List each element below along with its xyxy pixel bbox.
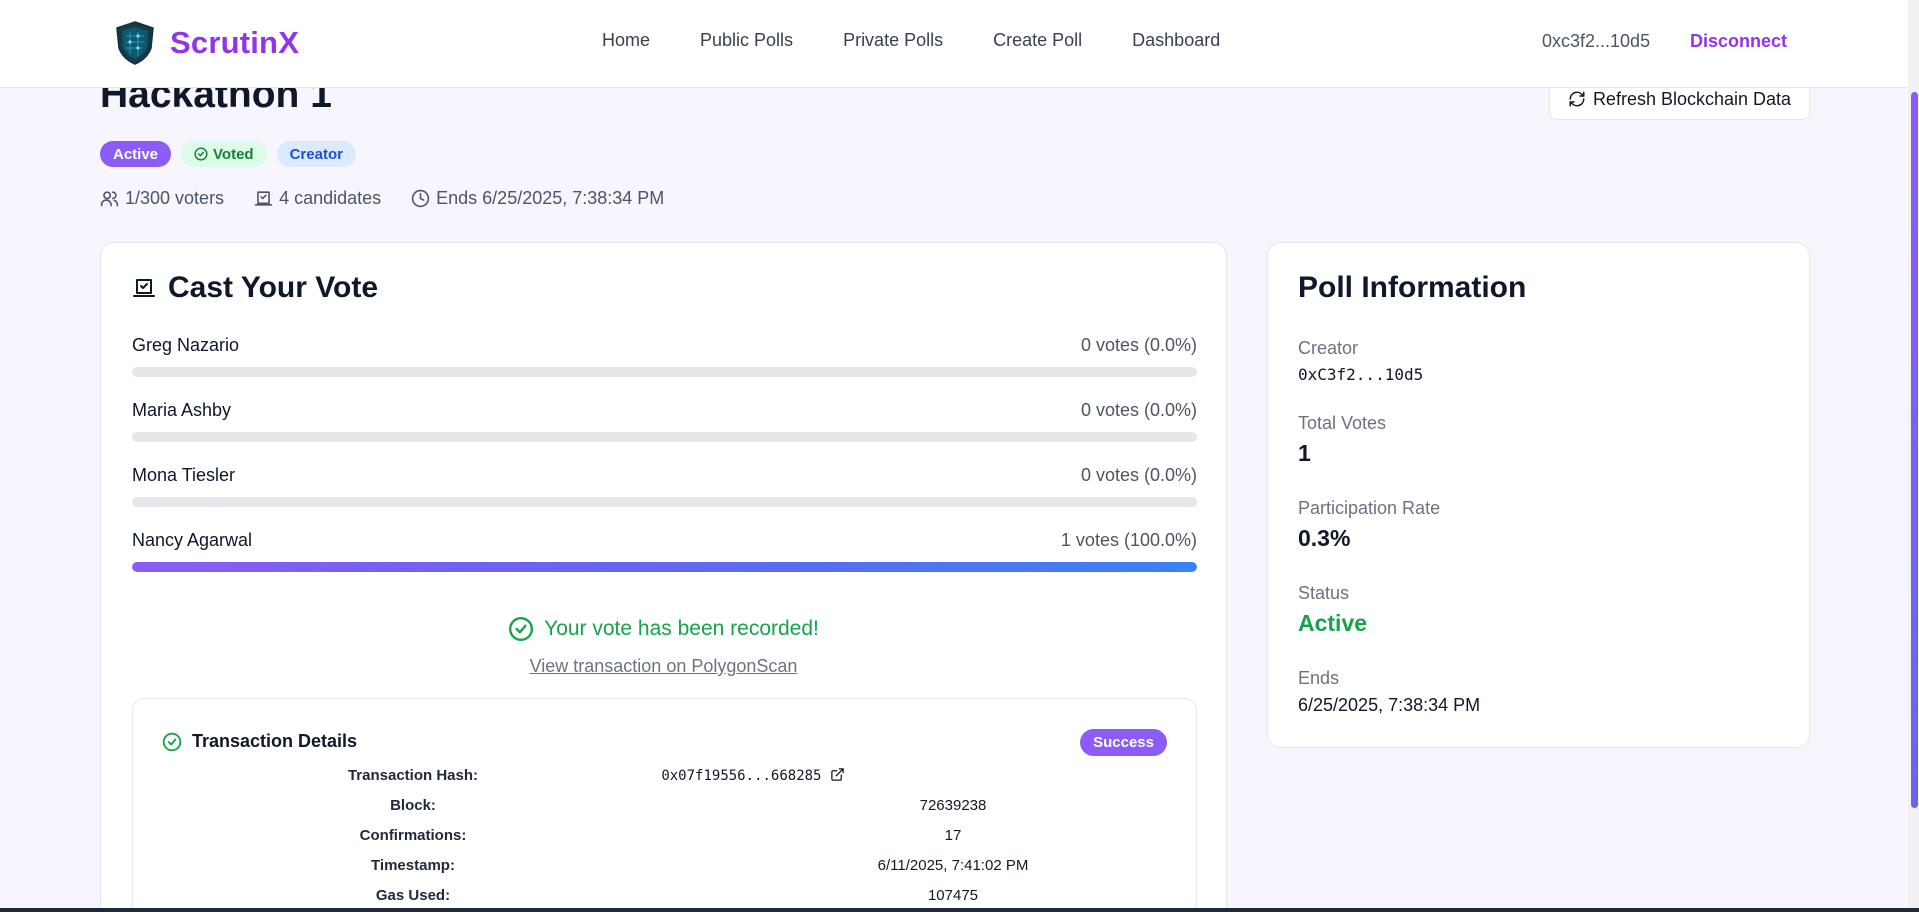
nav-home[interactable]: Home: [602, 30, 651, 50]
ballot-icon: [133, 279, 155, 297]
candidate-row: Nancy Agarwal 1 votes (100.0%): [132, 530, 1197, 572]
brand-name: ScrutinX: [170, 25, 300, 60]
users-icon: [100, 191, 119, 207]
tx-hash-text: 0x07f19556...668285: [661, 768, 822, 784]
tx-value: 6/11/2025, 7:41:02 PM: [877, 857, 1029, 874]
vote-progress-fill: [132, 562, 1197, 572]
vote-progress-bar: [132, 497, 1197, 507]
info-total-votes: Total Votes 1: [1298, 413, 1386, 467]
candidate-votes: 0 votes (0.0%): [1080, 335, 1197, 355]
nav-create-poll[interactable]: Create Poll: [993, 30, 1083, 50]
poll-meta: 1/300 voters 4 candidates Ends 6/25/2025…: [100, 188, 664, 209]
vote-progress-bar: [132, 432, 1197, 442]
meta-ends: Ends 6/25/2025, 7:38:34 PM: [411, 188, 664, 209]
status-badge-voted: Voted: [181, 141, 267, 167]
tx-label: Block:: [390, 797, 436, 814]
info-label: Ends: [1298, 668, 1340, 688]
candidate-row: Maria Ashby 0 votes (0.0%): [132, 400, 1197, 442]
tx-label: Confirmations:: [359, 827, 467, 844]
participation-value: 0.3%: [1298, 525, 1351, 551]
nav-public-polls[interactable]: Public Polls: [700, 30, 794, 50]
tx-status-badge: Success: [1080, 729, 1167, 756]
tx-row-timestamp: Timestamp: 6/11/2025, 7:41:02 PM: [133, 857, 1196, 881]
tx-value: 72639238: [919, 797, 987, 814]
tx-value: 107475: [927, 887, 979, 904]
info-label: Participation Rate: [1298, 498, 1441, 518]
voted-label: Voted: [213, 145, 254, 163]
shield-icon: [116, 21, 154, 65]
ends-value: 6/25/2025, 7:38:34 PM: [1298, 695, 1481, 715]
tx-value: 17: [944, 827, 962, 844]
refresh-icon: [1569, 91, 1585, 107]
candidate-name: Nancy Agarwal: [132, 530, 253, 550]
tx-label: Gas Used:: [375, 887, 451, 904]
candidate-row: Greg Nazario 0 votes (0.0%): [132, 335, 1197, 377]
info-status: Status Active: [1298, 583, 1367, 637]
tx-details-title: Transaction Details: [192, 731, 358, 751]
vote-progress-bar: [132, 367, 1197, 377]
tx-row-confirmations: Confirmations: 17: [133, 827, 1196, 851]
status-badge-active: Active: [100, 141, 172, 167]
vote-card-header: Cast Your Vote: [132, 271, 378, 305]
main-nav: Home Public Polls Private Polls Create P…: [602, 30, 1220, 51]
candidate-votes: 1 votes (100.0%): [1060, 530, 1197, 550]
top-navbar: ScrutinX Home Public Polls Private Polls…: [0, 0, 1908, 88]
meta-candidates: 4 candidates: [254, 188, 381, 209]
candidates-text: 4 candidates: [279, 188, 382, 208]
tx-row-hash: Transaction Hash: 0x07f19556...668285: [133, 767, 1196, 791]
check-circle-icon: [509, 616, 534, 642]
scrollbar-thumb[interactable]: [1911, 92, 1918, 808]
polygonscan-link[interactable]: View transaction on PolygonScan: [529, 656, 798, 676]
vote-recorded-message: Your vote has been recorded!: [101, 616, 1226, 642]
recorded-text: Your vote has been recorded!: [544, 617, 819, 640]
info-label: Total Votes: [1298, 413, 1387, 433]
info-card-title: Poll Information: [1298, 271, 1527, 304]
info-label: Creator: [1298, 338, 1359, 358]
clock-icon: [411, 189, 430, 208]
nav-private-polls[interactable]: Private Polls: [843, 30, 944, 50]
ends-text: Ends 6/25/2025, 7:38:34 PM: [436, 188, 665, 208]
tx-row-gas: Gas Used: 107475: [133, 887, 1196, 911]
poll-information-card: Poll Information Creator 0xC3f2...10d5 T…: [1267, 242, 1810, 748]
disconnect-button[interactable]: Disconnect: [1690, 31, 1788, 51]
candidate-name: Maria Ashby: [132, 400, 232, 420]
info-label: Status: [1298, 583, 1350, 603]
nav-dashboard[interactable]: Dashboard: [1132, 30, 1221, 50]
refresh-label: Refresh Blockchain Data: [1592, 88, 1792, 109]
info-ends: Ends 6/25/2025, 7:38:34 PM: [1298, 668, 1480, 716]
total-votes-value: 1: [1298, 440, 1311, 466]
info-creator: Creator 0xC3f2...10d5: [1298, 338, 1423, 384]
check-circle-icon: [194, 147, 208, 161]
candidate-votes: 0 votes (0.0%): [1080, 400, 1197, 420]
info-participation: Participation Rate 0.3%: [1298, 498, 1440, 552]
check-circle-icon: [162, 732, 182, 751]
candidate-votes: 0 votes (0.0%): [1080, 465, 1197, 485]
tx-label: Transaction Hash:: [347, 767, 479, 784]
candidate-name: Mona Tiesler: [132, 465, 236, 485]
status-badge-creator: Creator: [276, 141, 356, 167]
tx-hash-value: 0x07f19556...668285: [633, 767, 873, 784]
tx-label: Timestamp:: [371, 857, 455, 874]
meta-voters: 1/300 voters: [100, 188, 224, 209]
creator-address: 0xC3f2...10d5: [1298, 365, 1424, 384]
brand-logo[interactable]: ScrutinX: [104, 14, 310, 72]
ballot-icon: [254, 191, 273, 206]
cast-vote-card: Cast Your Vote Greg Nazario 0 votes (0.0…: [100, 242, 1227, 912]
candidate-row: Mona Tiesler 0 votes (0.0%): [132, 465, 1197, 507]
voters-text: 1/300 voters: [125, 188, 225, 208]
tx-row-block: Block: 72639238: [133, 797, 1196, 821]
tx-details-header: Transaction Details: [162, 731, 357, 752]
window-bottom-edge: [0, 908, 1919, 912]
status-value: Active: [1298, 610, 1368, 636]
candidate-name: Greg Nazario: [132, 335, 240, 355]
vote-card-title: Cast Your Vote: [168, 271, 379, 304]
transaction-details-panel: Transaction Details Success Transaction …: [132, 698, 1197, 912]
external-link-icon[interactable]: [830, 767, 845, 782]
vote-progress-bar: [132, 562, 1197, 572]
wallet-address: 0xc3f2...10d5: [1542, 31, 1651, 51]
poll-badges: Active Voted Creator: [100, 141, 356, 167]
